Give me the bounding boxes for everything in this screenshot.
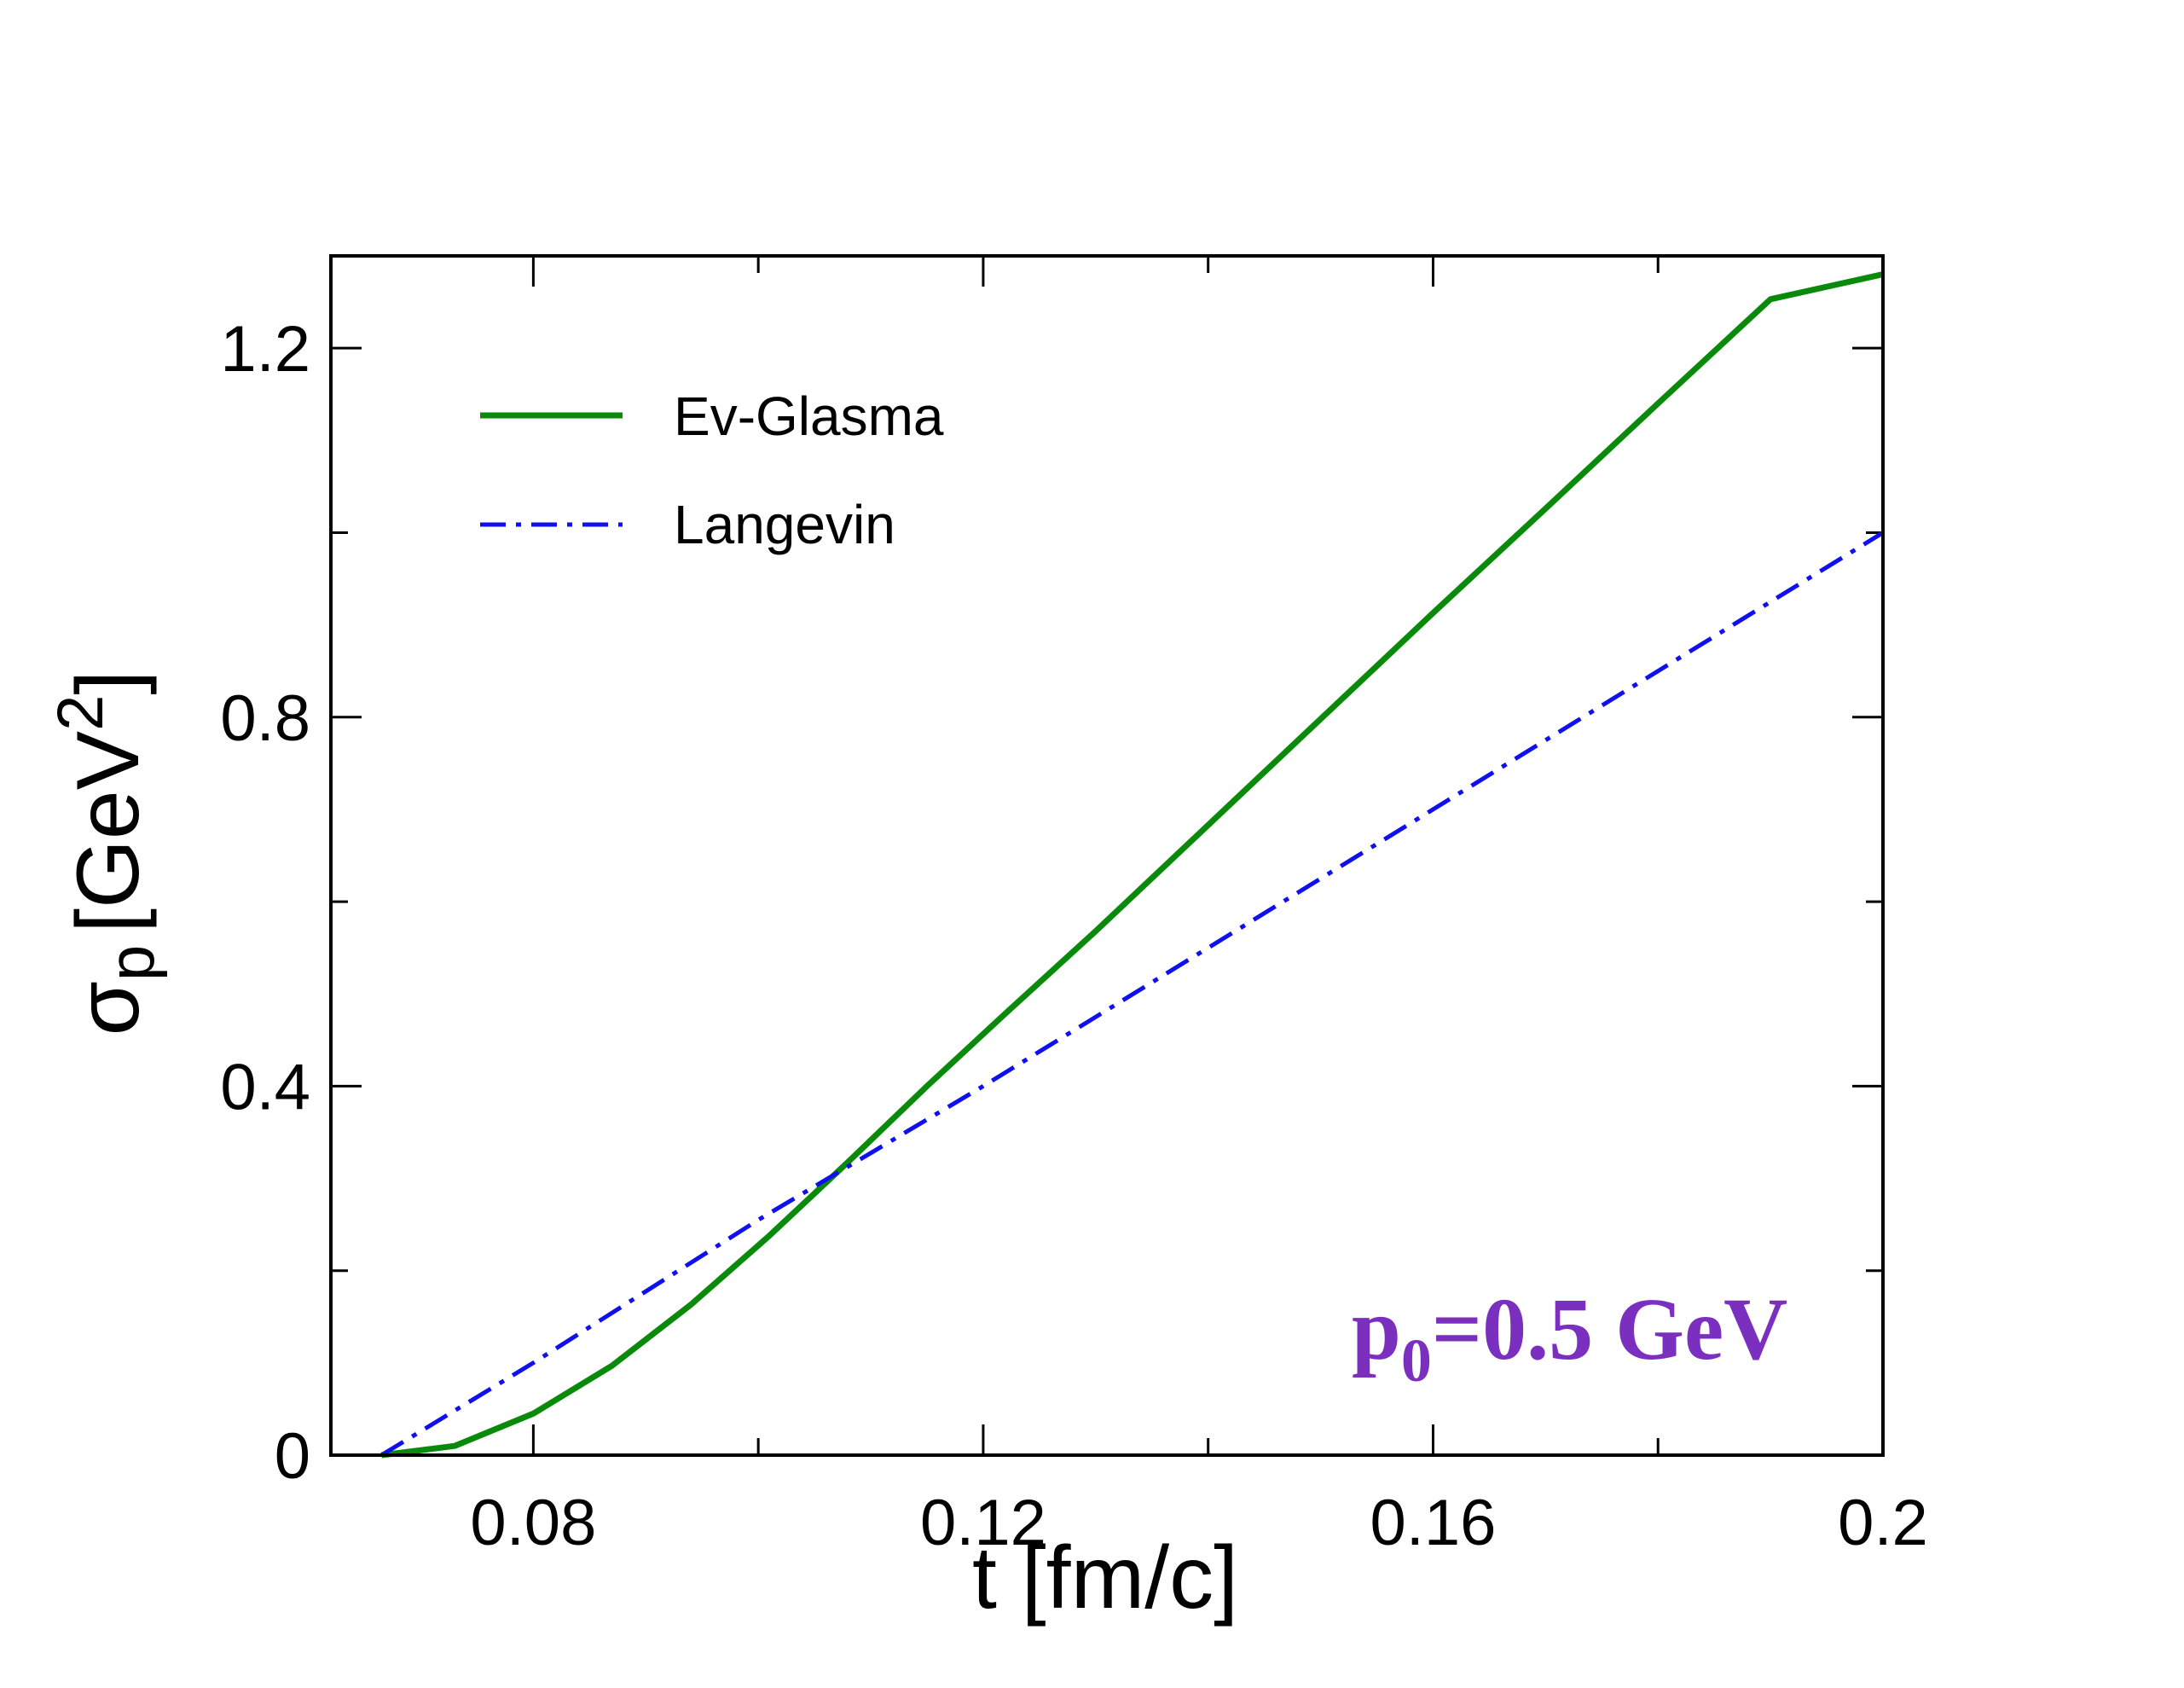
annotation-rest: =0.5 GeV	[1432, 1280, 1787, 1378]
y-tick-label: 0.8	[220, 682, 310, 755]
y-tick-label: 0	[275, 1420, 310, 1493]
legend: Ev-Glasma Langevin	[480, 386, 944, 555]
axis-tick-labels: 0.08 0.12 0.16 0.2 0 0.4 0.8 1.2	[220, 313, 1927, 1559]
y-axis-title-symbol: σ	[59, 981, 158, 1035]
axis-ticks	[331, 256, 1885, 1457]
annotation-subscript: 0	[1401, 1326, 1432, 1395]
series-layer	[380, 271, 1885, 1459]
y-axis-title-unit-close: ]	[59, 670, 158, 695]
legend-label-ev-glasma: Ev-Glasma	[674, 386, 944, 447]
x-tick-label: 0.16	[1370, 1487, 1497, 1559]
y-axis-title-subscript: p	[96, 945, 168, 981]
series-line-ev-glasma	[380, 271, 1884, 1459]
y-tick-label: 1.2	[220, 313, 310, 386]
x-tick-label: 0.08	[470, 1487, 596, 1559]
legend-label-langevin: Langevin	[674, 494, 895, 555]
series-line-langevin	[380, 531, 1885, 1458]
x-tick-label: 0.12	[920, 1487, 1046, 1559]
y-axis-title: σp [GeV2]	[44, 670, 168, 1036]
y-tick-label: 0.4	[220, 1051, 310, 1123]
x-tick-label: 0.2	[1838, 1487, 1928, 1559]
annotation-momentum: p0=0.5 GeV	[1352, 1280, 1787, 1395]
y-axis-title-unit: [GeV	[59, 731, 158, 933]
annotation-main: p	[1352, 1280, 1401, 1378]
plot-frame	[329, 254, 1885, 1457]
x-axis-title: t [fm/c]	[972, 1528, 1238, 1627]
y-axis-title-superscript: 2	[44, 695, 117, 731]
